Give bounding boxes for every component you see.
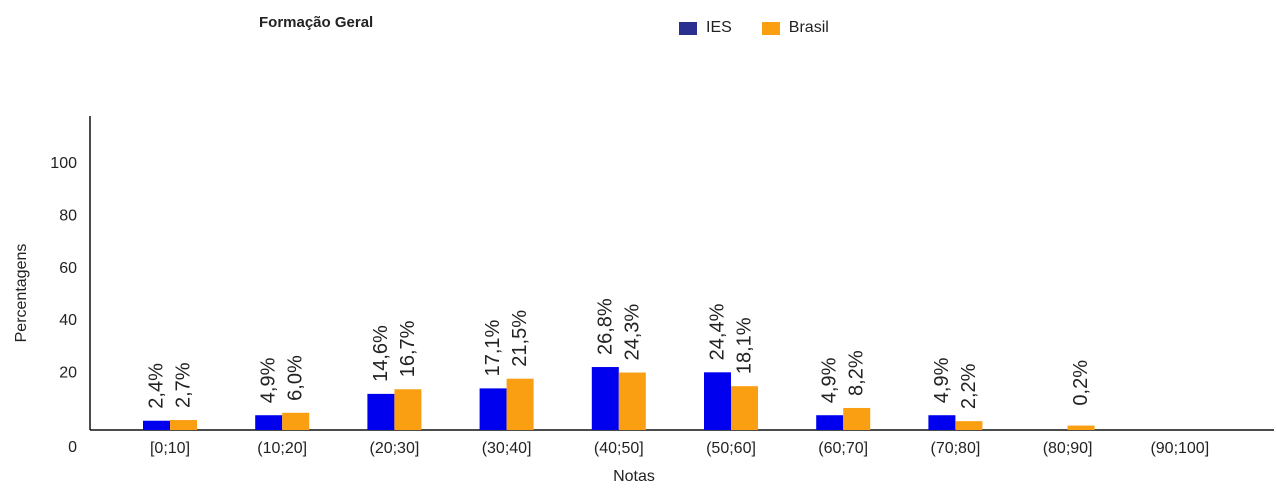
data-label-ies: 4,9% (931, 357, 953, 403)
x-tick-label: (90;100] (1150, 440, 1209, 457)
legend-swatch-ies (679, 21, 697, 35)
bar-brasil (955, 421, 983, 430)
bar-brasil (1067, 425, 1095, 430)
x-tick-label: (70;80] (930, 440, 980, 457)
data-label-brasil: 8,2% (846, 350, 868, 396)
bar-brasil (506, 378, 534, 430)
data-label-brasil: 16,7% (397, 320, 419, 377)
data-label-brasil: 2,2% (958, 363, 980, 409)
legend-item-brasil: Brasil (761, 19, 829, 37)
data-label-ies: 4,9% (819, 357, 841, 403)
data-label-brasil: 21,5% (509, 310, 531, 367)
data-label-ies: 14,6% (370, 325, 392, 382)
x-tick-label: (80;90] (1043, 440, 1093, 457)
legend-label-ies: IES (706, 19, 732, 36)
x-tick-label: (50;60] (706, 440, 756, 457)
x-tick-label: (10;20] (257, 440, 307, 457)
bar-brasil (394, 389, 422, 430)
y-tick-label: 40 (59, 312, 77, 329)
bar-ies (928, 415, 956, 430)
legend-swatch-brasil (761, 21, 780, 35)
x-tick-label: [0;10] (150, 440, 190, 457)
bar-ies (479, 388, 507, 430)
chart-title: Formação Geral (259, 14, 374, 31)
bar-ies (591, 367, 619, 430)
bar-brasil (282, 412, 310, 430)
y-axis-title: Percentagens (13, 244, 30, 343)
legend-label-brasil: Brasil (788, 19, 829, 36)
bar-brasil (618, 372, 646, 430)
x-tick-label: (60;70] (818, 440, 868, 457)
data-labels: 2,4% 2,7% 4,9% 6,0% 14,6% 16,7% 17,1% 21,5% 26,8… (146, 298, 1093, 409)
bars (143, 367, 1095, 430)
y-tick-label: 20 (59, 365, 77, 382)
data-label-ies: 17,1% (482, 319, 504, 376)
bar-ies (143, 420, 170, 430)
data-label-brasil: 24,3% (621, 304, 643, 361)
legend-item-ies: IES (679, 19, 732, 37)
y-tick-labels: 0 20 40 60 80 100 (50, 155, 77, 456)
x-tick-label: (20;30] (369, 440, 419, 457)
data-label-brasil: 18,1% (734, 317, 756, 374)
bar-ies (704, 372, 731, 430)
data-label-ies: 4,9% (258, 357, 280, 403)
data-label-brasil: 0,2% (1070, 360, 1092, 406)
bar-brasil (843, 407, 871, 430)
y-tick-label: 0 (68, 439, 77, 456)
x-tick-label: (40;50] (594, 440, 644, 457)
y-tick-label: 80 (59, 207, 77, 224)
data-label-ies: 26,8% (594, 298, 616, 355)
data-label-brasil: 6,0% (285, 355, 307, 401)
bar-brasil (731, 386, 758, 430)
data-label-brasil: 2,7% (173, 362, 195, 408)
bar-brasil (170, 420, 197, 430)
chart-legend: IES Brasil (679, 19, 859, 37)
bar-ies (367, 393, 395, 430)
data-label-ies: 2,4% (146, 363, 168, 409)
x-tick-label: (30;40] (482, 440, 532, 457)
y-tick-label: 60 (59, 260, 77, 277)
bar-ies (255, 415, 283, 430)
y-tick-label: 100 (50, 155, 77, 172)
data-label-ies: 24,4% (707, 303, 729, 360)
bar-ies (816, 415, 844, 430)
x-tick-labels: [0;10] (10;20] (20;30] (30;40] (40;50] (50;60… (150, 440, 1209, 457)
x-axis-title: Notas (613, 468, 655, 485)
